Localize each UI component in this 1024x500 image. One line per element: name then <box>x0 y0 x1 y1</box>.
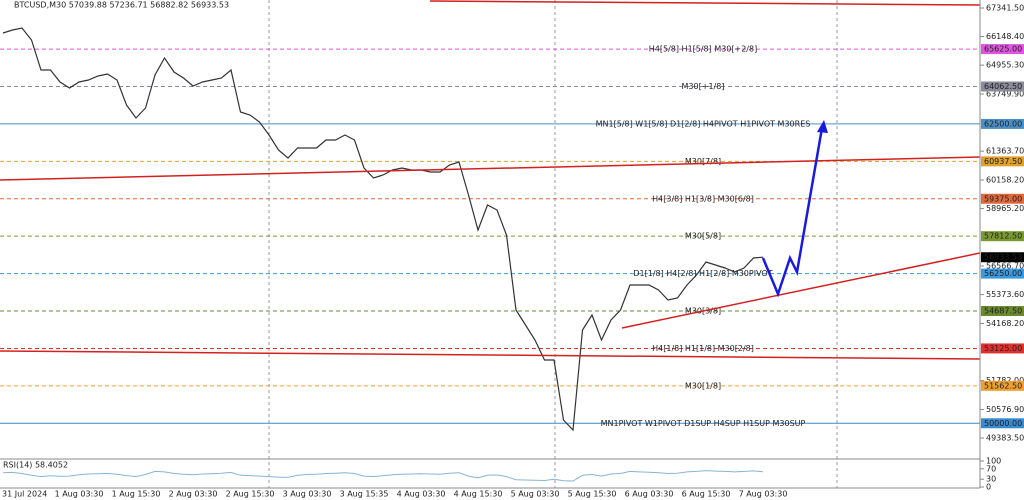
y-tick-label: 70 <box>986 464 996 473</box>
y-tick-label: 0 <box>986 483 991 492</box>
level-price-box <box>981 306 1024 317</box>
x-tick-label: 2 Aug 15:30 <box>226 490 275 499</box>
level-price-box <box>981 118 1024 129</box>
x-tick-label: 31 Jul 2024 <box>2 490 47 499</box>
rsi-title: RSI(14) 58.4052 <box>3 461 68 470</box>
x-tick-label: 1 Aug 15:30 <box>112 490 161 499</box>
level-price: 65625.00 <box>984 45 1022 54</box>
last-price: 56933.53 <box>984 253 1022 262</box>
level-price: 56250.00 <box>984 269 1022 278</box>
x-tick-label: 1 Aug 03:30 <box>55 490 104 499</box>
trend-line <box>0 350 981 360</box>
level-price: 62500.00 <box>984 119 1022 128</box>
level-price: 57812.50 <box>984 232 1022 241</box>
level-price-box <box>981 343 1024 354</box>
level-price-box <box>981 81 1024 92</box>
last-price-box <box>981 252 1024 263</box>
x-tick-label: 5 Aug 15:30 <box>568 490 617 499</box>
level-price-box <box>981 268 1024 279</box>
y-tick-label: 30 <box>986 475 996 484</box>
y-tick-label: 54168.20 <box>986 319 1024 328</box>
y-tick-label: 100 <box>986 457 1001 466</box>
y-tick-label: 63749.90 <box>986 89 1024 98</box>
level-price: 59375.00 <box>984 194 1022 203</box>
level-label: M30[5/8] <box>685 232 721 241</box>
level-price-box <box>981 231 1024 242</box>
x-tick-label: 4 Aug 03:30 <box>397 490 446 499</box>
level-price-box <box>981 44 1024 55</box>
level-label: M30[+1/8] <box>682 82 725 91</box>
level-price: 64062.50 <box>984 82 1022 91</box>
series-line <box>2 27 764 432</box>
y-tick-label: 56566.70 <box>986 262 1024 271</box>
level-label: MN1PIVOT W1PIVOT D1SUP H4SUP H1SUP M30SU… <box>601 419 806 428</box>
x-tick-label: 3 Aug 15:35 <box>340 490 389 499</box>
levels: H4[5/8] H1[5/8] M30[+2/8] M30[+1/8] MN1[5/… <box>0 45 980 428</box>
level-label: H4[5/8] H1[5/8] M30[+2/8] <box>649 45 757 54</box>
level-price: 53125.00 <box>984 344 1022 353</box>
y-tick-label: 60158.20 <box>986 176 1024 185</box>
level-label: H4[3/8] H1[3/8] M30[6/8] <box>652 194 754 203</box>
level-label: H4[1/8] H1[1/8] M30[2/8] <box>652 344 754 353</box>
x-tick-label: 3 Aug 03:30 <box>283 490 332 499</box>
x-tick-label: 6 Aug 15:30 <box>682 490 731 499</box>
chart-title: BTCUSD,M30 57039.88 57236.71 56882.82 56… <box>14 1 229 10</box>
level-price: 51562.50 <box>984 381 1022 390</box>
y-tick-label: 51782.00 <box>986 376 1024 385</box>
level-label: MN1[5/8] W1[5/8] D1[2/8] H4PIVOT H1PIVOT… <box>596 119 811 128</box>
series-line <box>2 470 764 482</box>
y-tick-label: 61363.70 <box>986 147 1024 156</box>
y-tick-label: 58965.20 <box>986 204 1024 213</box>
level-price-box <box>981 193 1024 204</box>
level-label: D1[1/8] H4[2/8] H1[2/8] M30PIVOT <box>633 269 772 278</box>
trend-line <box>621 252 981 329</box>
level-price: 54687.50 <box>984 307 1022 316</box>
x-tick-label: 7 Aug 03:30 <box>739 490 788 499</box>
arrow-head <box>817 120 828 133</box>
y-tick-label: 67341.50 <box>986 3 1024 12</box>
forecast-arrow <box>761 120 828 298</box>
y-tick-label: 55373.60 <box>986 290 1024 299</box>
price-plot <box>2 27 764 432</box>
level-price: 60937.50 <box>984 157 1022 166</box>
forecast-path <box>761 127 824 298</box>
rsi-plot <box>2 470 764 482</box>
x-tick-label: 6 Aug 03:30 <box>625 490 674 499</box>
level-label: M30[7/8] <box>685 157 721 166</box>
level-label: M30[1/8] <box>685 381 721 390</box>
y-tick-label: 66148.40 <box>986 32 1024 41</box>
x-tick-label: 2 Aug 03:30 <box>169 490 218 499</box>
level-price: 50000.00 <box>984 419 1022 428</box>
level-price-box <box>981 156 1024 167</box>
level-price-box <box>981 380 1024 391</box>
trend-line <box>429 0 981 6</box>
y-tick-label: 64955.30 <box>986 61 1024 70</box>
x-tick-label: 5 Aug 03:30 <box>511 490 560 499</box>
y-tick-label: 49383.50 <box>986 434 1024 443</box>
x-tick-label: 4 Aug 15:30 <box>454 490 503 499</box>
y-tick-label: 50576.90 <box>986 405 1024 414</box>
level-price-box <box>981 418 1024 429</box>
